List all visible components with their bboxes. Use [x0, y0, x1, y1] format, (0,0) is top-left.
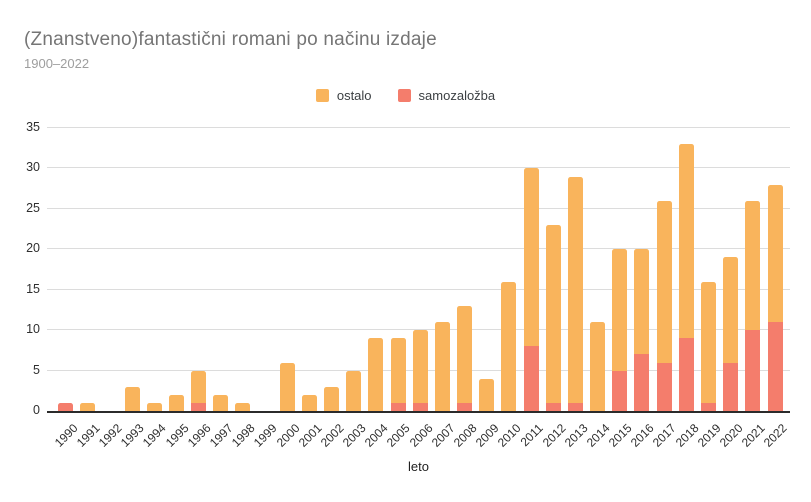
legend-label-ostalo: ostalo: [336, 88, 372, 103]
x-tick-2001: 2001: [295, 421, 325, 450]
y-tick-5: 5: [33, 362, 40, 377]
bar-segment-ostalo-2016[interactable]: [634, 249, 650, 355]
bar-segment-ostalo-2009[interactable]: [479, 378, 495, 411]
x-tick-1994: 1994: [140, 421, 170, 450]
bar-segment-ostalo-2003[interactable]: [346, 370, 362, 411]
bar-segment-samozaložba-2013[interactable]: [567, 402, 583, 411]
y-tick-0: 0: [33, 403, 40, 417]
bar-segment-samozaložba-2008[interactable]: [457, 402, 473, 411]
bar-segment-ostalo-2007[interactable]: [434, 322, 450, 411]
chart-subtitle: 1900–2022: [24, 56, 90, 71]
x-tick-1997: 1997: [206, 421, 236, 450]
bar-segment-ostalo-2020[interactable]: [723, 257, 739, 363]
bar-segment-samozaložba-2021[interactable]: [745, 330, 761, 411]
x-tick-2007: 2007: [428, 421, 458, 450]
gridline-30: [47, 167, 790, 169]
x-tick-1991: 1991: [73, 421, 103, 450]
x-tick-2011: 2011: [517, 421, 547, 450]
bar-segment-samozaložba-2011[interactable]: [523, 346, 539, 411]
bar-segment-samozaložba-2020[interactable]: [723, 362, 739, 411]
bar-segment-ostalo-2010[interactable]: [501, 281, 517, 411]
y-tick-20: 20: [26, 241, 40, 256]
bar-segment-ostalo-2013[interactable]: [567, 176, 583, 403]
bar-segment-ostalo-2002[interactable]: [324, 386, 340, 411]
legend-swatch-samozalozba-icon: [397, 89, 411, 102]
x-tick-1996: 1996: [184, 421, 214, 450]
legend-label-samozalozba: samozaložba: [418, 88, 496, 103]
bar-segment-ostalo-2014[interactable]: [590, 322, 606, 411]
y-axis-labels: 0 5 10 15 20 25 30 35: [0, 120, 40, 417]
bar-segment-ostalo-2019[interactable]: [700, 281, 716, 403]
bar-segment-ostalo-1991[interactable]: [80, 402, 96, 411]
bar-segment-ostalo-2015[interactable]: [612, 249, 628, 371]
y-tick-35: 35: [26, 120, 40, 134]
y-tick-15: 15: [26, 281, 40, 296]
x-tick-2017: 2017: [650, 421, 680, 450]
bar-segment-samozaložba-2018[interactable]: [678, 338, 694, 411]
legend-swatch-ostalo-icon: [315, 89, 329, 102]
bar-segment-ostalo-1997[interactable]: [213, 394, 229, 411]
bar-segment-samozaložba-2006[interactable]: [412, 402, 428, 411]
x-tick-2022: 2022: [761, 421, 790, 450]
x-tick-2018: 2018: [672, 421, 702, 450]
x-tick-2006: 2006: [406, 421, 436, 450]
legend: ostalo samozaložba: [0, 88, 811, 103]
x-tick-2019: 2019: [694, 421, 724, 450]
y-tick-30: 30: [26, 160, 40, 175]
x-tick-2012: 2012: [539, 421, 569, 450]
gridline-10: [47, 329, 790, 331]
bar-segment-ostalo-2011[interactable]: [523, 168, 539, 347]
bar-segment-samozaložba-1996[interactable]: [191, 402, 207, 411]
bar-segment-ostalo-1994[interactable]: [146, 402, 162, 411]
bar-segment-ostalo-2008[interactable]: [457, 305, 473, 403]
bar-segment-samozaložba-2019[interactable]: [700, 402, 716, 411]
bar-segment-ostalo-2005[interactable]: [390, 338, 406, 403]
bar-segment-samozaložba-2015[interactable]: [612, 370, 628, 411]
bar-segment-ostalo-2022[interactable]: [767, 184, 783, 323]
gridline-25: [47, 207, 790, 209]
x-tick-1995: 1995: [162, 421, 192, 450]
bar-segment-ostalo-2004[interactable]: [368, 338, 384, 411]
x-axis-title: leto: [408, 459, 429, 474]
x-tick-2002: 2002: [317, 421, 347, 450]
bar-segment-ostalo-1998[interactable]: [235, 402, 251, 411]
gridline-35: [47, 127, 790, 128]
gridline-15: [47, 288, 790, 290]
y-tick-10: 10: [26, 322, 40, 337]
plot-area: [47, 127, 790, 413]
bar-segment-ostalo-2006[interactable]: [412, 330, 428, 403]
bar-segment-ostalo-1993[interactable]: [124, 386, 140, 411]
bar-segment-ostalo-1996[interactable]: [191, 370, 207, 403]
x-tick-2020: 2020: [716, 421, 746, 450]
x-tick-2013: 2013: [561, 421, 591, 450]
x-tick-1990: 1990: [51, 421, 81, 450]
bar-segment-ostalo-2017[interactable]: [656, 200, 672, 363]
bar-segment-samozaložba-2012[interactable]: [545, 402, 561, 411]
y-tick-25: 25: [26, 200, 40, 215]
bar-segment-ostalo-2018[interactable]: [678, 144, 694, 339]
bar-segment-ostalo-1995[interactable]: [168, 394, 184, 411]
legend-item-samozalozba[interactable]: samozaložba: [397, 88, 496, 103]
bar-segment-samozaložba-2022[interactable]: [767, 322, 783, 411]
bar-segment-samozaložba-2017[interactable]: [656, 362, 672, 411]
bar-segment-ostalo-2012[interactable]: [545, 225, 561, 403]
bar-segment-samozaložba-2016[interactable]: [634, 354, 650, 411]
bar-segment-samozaložba-1990[interactable]: [58, 402, 73, 411]
x-tick-2008: 2008: [450, 421, 480, 450]
bar-segment-ostalo-2001[interactable]: [301, 394, 317, 411]
x-tick-1999: 1999: [251, 421, 280, 450]
bar-segment-ostalo-2021[interactable]: [745, 200, 761, 331]
legend-item-ostalo[interactable]: ostalo: [315, 88, 372, 103]
gridline-20: [47, 248, 790, 250]
bar-segment-samozaložba-2005[interactable]: [390, 402, 406, 411]
x-tick-2005: 2005: [384, 421, 413, 450]
x-tick-2000: 2000: [273, 421, 303, 450]
x-tick-2003: 2003: [339, 421, 369, 450]
bar-segment-ostalo-2000[interactable]: [279, 362, 295, 411]
x-tick-2014: 2014: [583, 421, 613, 450]
chart-title: (Znanstveno)fantastični romani po načinu…: [24, 29, 437, 50]
